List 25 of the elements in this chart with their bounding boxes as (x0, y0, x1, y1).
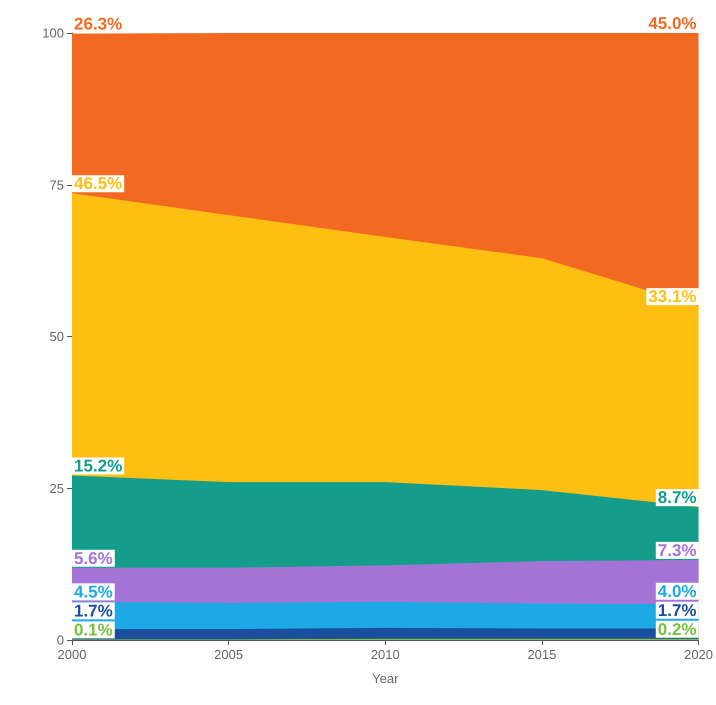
y-tick-label: 0 (56, 632, 64, 648)
y-tick-label: 75 (50, 177, 64, 192)
x-tick-label: 2020 (684, 647, 713, 662)
data-label: 4.0% (658, 582, 697, 601)
data-label: 45.0% (648, 14, 697, 33)
data-label: 46.5% (74, 174, 122, 194)
y-tick-label: 25 (50, 480, 64, 496)
data-label: 26.3% (74, 14, 122, 34)
x-tick-label: 2005 (214, 647, 244, 662)
data-label: 0.1% (74, 620, 113, 640)
x-axis-title: Year (372, 671, 400, 686)
data-label: 8.7% (658, 488, 697, 508)
data-label: 5.6% (74, 548, 113, 568)
data-label: 33.1% (648, 287, 697, 306)
x-tick-label: 2015 (527, 647, 556, 662)
y-tick-label: 50 (50, 329, 64, 344)
x-tick-label: 2010 (370, 647, 400, 662)
data-label: 4.5% (74, 582, 113, 602)
data-label: 1.7% (74, 601, 113, 620)
data-label: 0.2% (658, 620, 697, 639)
y-tick-label: 100 (42, 26, 64, 40)
data-label: 1.7% (658, 600, 697, 620)
x-tick-label: 2000 (58, 647, 86, 662)
data-label: 7.3% (658, 540, 697, 560)
data-label: 15.2% (74, 456, 122, 476)
